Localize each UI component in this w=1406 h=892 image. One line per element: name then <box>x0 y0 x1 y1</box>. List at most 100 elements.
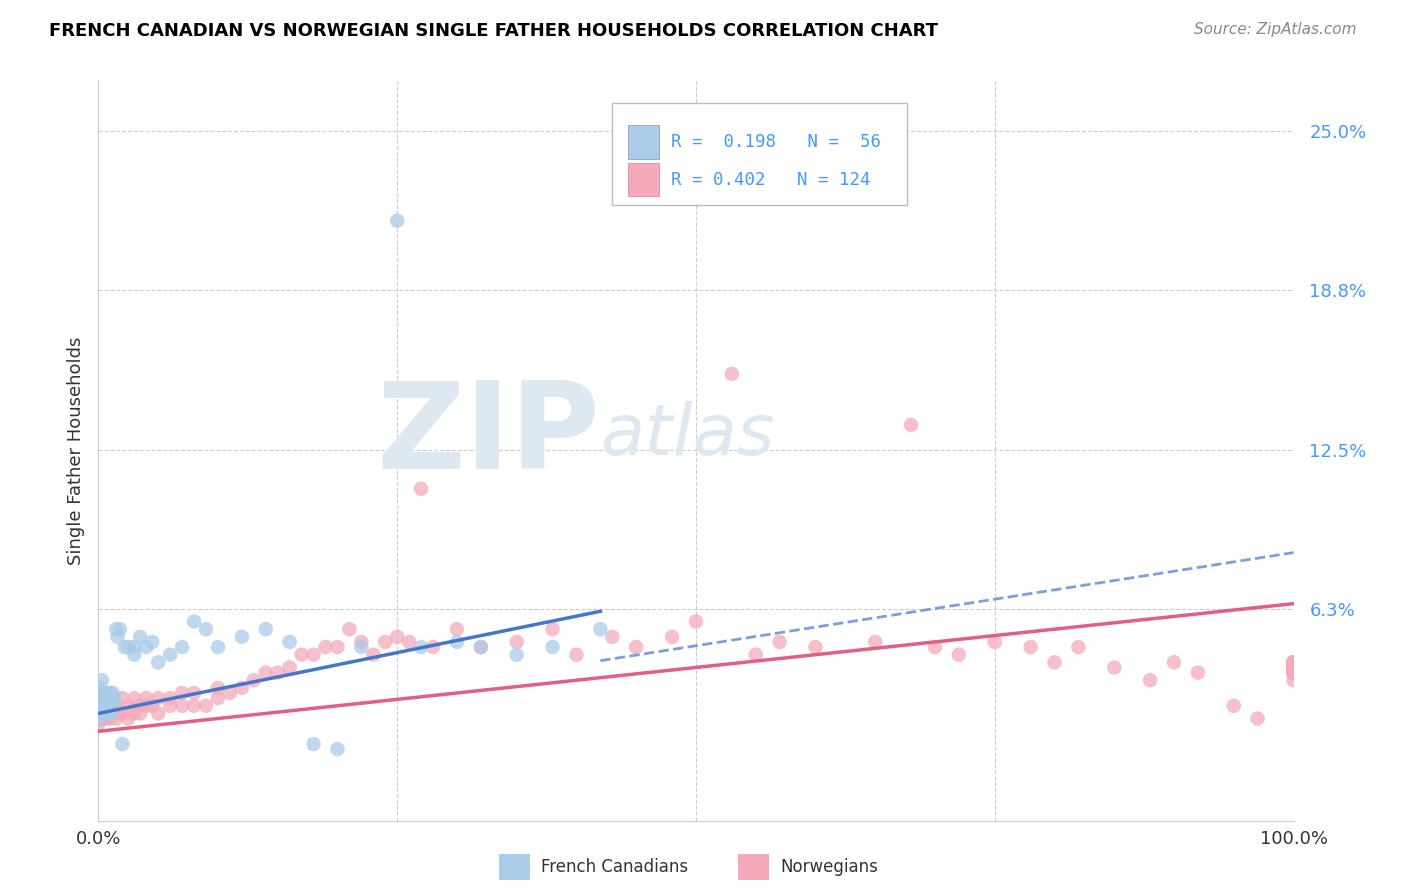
Point <box>91 686 114 700</box>
Point <box>107 630 129 644</box>
Point <box>148 691 170 706</box>
Point <box>101 686 124 700</box>
Point <box>91 691 114 706</box>
Point <box>1282 660 1305 674</box>
Point <box>87 686 110 700</box>
Point <box>91 706 114 721</box>
Point <box>565 648 588 662</box>
Point <box>87 716 110 731</box>
Point <box>89 698 111 713</box>
Point <box>172 686 194 700</box>
Point <box>105 712 128 726</box>
Point <box>350 640 373 654</box>
Point <box>104 691 127 706</box>
Point <box>768 635 790 649</box>
Point <box>96 712 118 726</box>
Text: French Canadians: French Canadians <box>541 858 689 876</box>
Point <box>1247 712 1270 726</box>
Point <box>159 648 181 662</box>
Point <box>89 691 111 706</box>
Point <box>94 698 117 713</box>
Point <box>87 691 110 706</box>
Point <box>96 706 118 721</box>
Point <box>506 648 529 662</box>
Point <box>385 630 409 644</box>
Point <box>865 635 887 649</box>
Point <box>91 691 114 706</box>
Text: atlas: atlas <box>600 401 775 470</box>
Point <box>374 635 396 649</box>
Point <box>267 665 290 680</box>
Point <box>1282 660 1305 674</box>
Point <box>541 640 564 654</box>
Point <box>96 698 118 713</box>
Point <box>1223 698 1246 713</box>
Point <box>97 698 120 713</box>
Point <box>91 673 114 688</box>
Point <box>231 630 253 644</box>
Point <box>1282 656 1305 670</box>
Point <box>183 698 205 713</box>
Point <box>1282 665 1305 680</box>
Point <box>141 698 163 713</box>
Point <box>1282 665 1305 680</box>
Point <box>124 640 146 654</box>
Point <box>90 686 112 700</box>
Point <box>96 691 118 706</box>
Point <box>411 482 433 496</box>
Point <box>101 691 124 706</box>
Point <box>87 698 110 713</box>
Point <box>129 706 152 721</box>
Point <box>91 706 114 721</box>
Point <box>87 712 110 726</box>
Point <box>1282 656 1305 670</box>
Point <box>1282 665 1305 680</box>
Point <box>93 698 115 713</box>
Point <box>94 686 117 700</box>
Point <box>111 706 134 721</box>
Point <box>1282 660 1305 674</box>
Point <box>243 673 266 688</box>
Point <box>135 698 157 713</box>
Point <box>98 706 122 721</box>
Point <box>93 712 115 726</box>
Point <box>135 640 157 654</box>
Point <box>804 640 827 654</box>
Point <box>291 648 314 662</box>
Point <box>1282 665 1305 680</box>
Point <box>745 648 768 662</box>
Point <box>148 656 170 670</box>
Point <box>721 367 744 381</box>
Point <box>89 712 111 726</box>
Point <box>87 706 110 721</box>
Point <box>278 660 301 674</box>
Point <box>470 640 492 654</box>
Point <box>948 648 970 662</box>
Point <box>1043 656 1066 670</box>
Point <box>1282 665 1305 680</box>
Point <box>111 691 134 706</box>
Point <box>350 635 373 649</box>
Point <box>97 686 120 700</box>
Point <box>1282 665 1305 680</box>
Point <box>339 622 361 636</box>
Point <box>602 630 624 644</box>
Point <box>1067 640 1090 654</box>
Point <box>661 630 683 644</box>
Point <box>1282 665 1305 680</box>
Point <box>91 691 114 706</box>
Text: R = 0.402   N = 124: R = 0.402 N = 124 <box>671 170 870 188</box>
Point <box>89 691 111 706</box>
Point <box>129 630 152 644</box>
Point <box>219 686 242 700</box>
Point <box>1163 656 1185 670</box>
Point <box>1282 660 1305 674</box>
Point <box>89 681 111 695</box>
Point <box>924 640 946 654</box>
Point <box>398 635 420 649</box>
Point <box>87 698 110 713</box>
Point <box>141 635 163 649</box>
Point <box>278 635 301 649</box>
Point <box>148 706 170 721</box>
Point <box>159 698 181 713</box>
